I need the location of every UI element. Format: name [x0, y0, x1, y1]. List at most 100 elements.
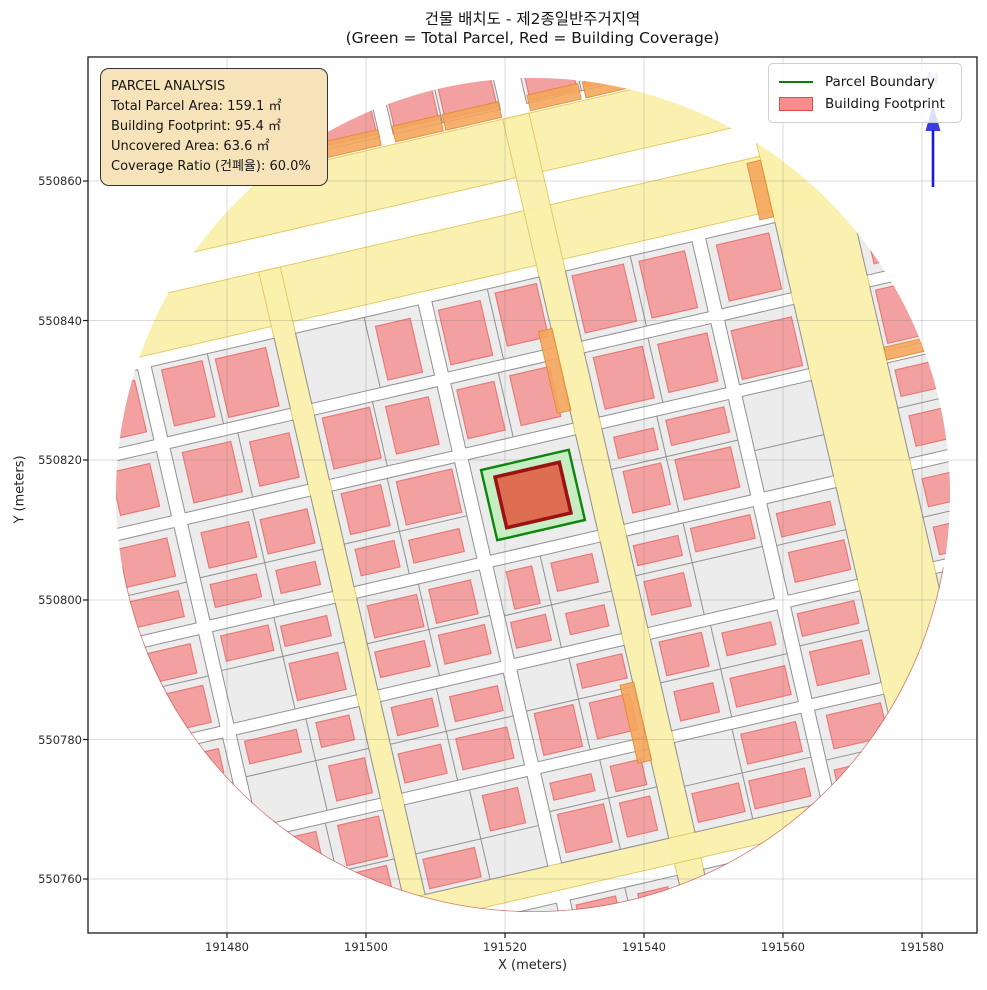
building: [643, 571, 692, 616]
building: [770, 850, 833, 899]
parcel-line: [25, 892, 46, 982]
building: [564, 604, 610, 636]
parcel-line: [941, 350, 950, 446]
parcel-line: [206, 984, 229, 990]
building: [787, 539, 852, 583]
parcel: [116, 737, 245, 861]
building: [448, 685, 504, 723]
building: [556, 803, 614, 854]
building: [395, 468, 463, 526]
building: [656, 332, 719, 394]
orange-strip: [391, 114, 444, 143]
y-tick-label: 550840: [38, 313, 82, 328]
parcel-line: [911, 190, 929, 262]
building: [209, 573, 263, 609]
parcel-line: [116, 782, 234, 814]
legend[interactable]: Parcel Boundary Building Footprint: [768, 63, 962, 123]
x-tick-label: 191560: [761, 940, 805, 954]
building: [126, 866, 178, 912]
building: [160, 359, 216, 427]
building: [632, 534, 684, 567]
plot-title: 건물 배치도 - 제2종일반주거지역: [424, 10, 641, 28]
parcel-boundary-line-swatch: [779, 81, 813, 83]
orange-strip: [537, 327, 572, 415]
x-tick-label: 191540: [622, 940, 666, 954]
parcel-line: [363, 317, 381, 388]
building: [932, 516, 950, 556]
building: [340, 483, 391, 536]
building: [374, 317, 424, 381]
parcel-line: [415, 825, 539, 855]
parcel-line: [539, 555, 562, 648]
parcel-line: [0, 603, 38, 638]
y-tick-label: 550780: [38, 732, 82, 747]
parcel: [960, 647, 987, 766]
building: [116, 759, 160, 808]
building: [315, 714, 356, 749]
parcel-line: [76, 384, 92, 454]
parcel-line: [116, 544, 125, 640]
building: [658, 631, 710, 677]
building: [195, 896, 262, 912]
parcel-line: [305, 718, 328, 811]
building: [336, 815, 389, 867]
orange-strip: [619, 681, 653, 764]
building: [407, 527, 466, 564]
legend-item-building-footprint: Building Footprint: [779, 93, 951, 115]
parcel-line: [4, 119, 27, 218]
parcel-line: [0, 810, 85, 845]
building: [374, 639, 431, 679]
parcel-line: [549, 786, 657, 813]
building: [437, 299, 494, 366]
parcel: [0, 561, 50, 692]
building: [592, 345, 655, 410]
parcel-line: [635, 546, 763, 577]
building: [638, 250, 699, 319]
building: [248, 432, 300, 487]
building: [9, 106, 95, 215]
building-footprint-patch-swatch: [779, 97, 813, 111]
parcel: [0, 103, 99, 233]
parcel-line: [125, 890, 259, 912]
building: [0, 679, 53, 717]
building: [455, 726, 515, 771]
building: [665, 406, 731, 447]
parcel-line: [419, 78, 443, 123]
highlighted-parcel-group[interactable]: [479, 448, 587, 542]
building: [243, 728, 303, 765]
building: [921, 467, 950, 508]
parcel-line: [714, 889, 842, 912]
parcel: [935, 543, 950, 666]
parcel-line: [221, 641, 345, 672]
parcel-line: [101, 464, 116, 528]
building: [366, 593, 425, 639]
building: [321, 406, 382, 470]
parcel-line: [11, 787, 32, 879]
parcel: [116, 526, 197, 655]
building: [279, 614, 332, 648]
parcel-line: [301, 986, 424, 990]
building: [952, 264, 987, 321]
orange-strip: [665, 78, 738, 80]
y-tick-label: 550860: [38, 174, 82, 188]
building: [456, 380, 506, 440]
parcel-line: [237, 432, 254, 498]
parcel-analysis-title: PARCEL ANALYSIS: [111, 79, 226, 94]
building: [0, 615, 42, 667]
parcel-line: [799, 629, 870, 647]
building: [674, 446, 741, 501]
building: [576, 653, 628, 690]
parcel: [850, 174, 950, 276]
parcel-line: [660, 653, 788, 684]
parcel-line: [568, 657, 591, 750]
parcel-line: [371, 401, 388, 467]
parcel-line: [0, 919, 111, 954]
parcel-line: [754, 434, 824, 452]
building: [609, 758, 648, 793]
axes-frame: [87, 56, 978, 934]
building: [852, 830, 917, 871]
building: [458, 980, 510, 990]
building: [219, 624, 275, 662]
center-building-footprint[interactable]: [492, 460, 574, 530]
